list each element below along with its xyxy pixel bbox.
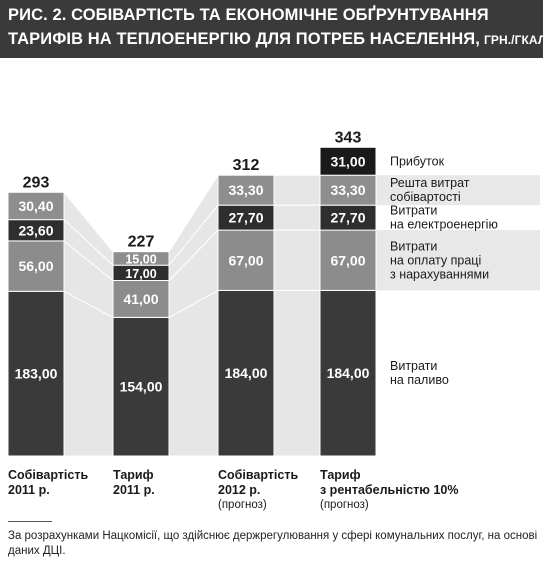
category-label: Собівартість 2012 р. (прогноз)	[218, 468, 298, 513]
category-label: Тариф 2011 р.	[113, 468, 155, 498]
legend-line: Прибуток	[390, 154, 445, 168]
category-label: Тариф з рентабельністю 10% (прогноз)	[320, 468, 458, 513]
legend-line: на електроенергію	[390, 218, 498, 232]
bar-segment-2-1	[217, 229, 275, 291]
value-label: 67,00	[228, 252, 263, 268]
connectors	[63, 173, 321, 457]
bar-segment-1-3	[112, 251, 170, 266]
legend-line: Витрати	[390, 239, 437, 253]
value-label: 33,30	[330, 182, 365, 198]
value-label: 15,00	[125, 252, 156, 266]
footnote-rule	[8, 521, 52, 522]
category-label-line2: 2011 р.	[113, 483, 155, 497]
bar-segment-2-0	[217, 289, 275, 457]
value-label: 23,60	[18, 222, 53, 238]
category-label: Собівартість 2011 р.	[8, 468, 88, 498]
total-label: 293	[23, 174, 50, 191]
category-label-line2: 2012 р.	[218, 483, 261, 497]
title-line-2-text: ТАРИФІВ НА ТЕПЛОЕНЕРГІЮ ДЛЯ ПОТРЕБ НАСЕЛ…	[8, 30, 480, 48]
legend-series-2: Витрати на електроенергію	[390, 204, 498, 232]
bar-segment-2-3	[217, 174, 275, 206]
legend-line: Витрати	[390, 204, 437, 218]
value-label: 184,00	[225, 365, 268, 381]
legend-line: Витрати	[390, 359, 437, 373]
title-line-2: ТАРИФІВ НА ТЕПЛОЕНЕРГІЮ ДЛЯ ПОТРЕБ НАСЕЛ…	[8, 30, 543, 49]
legend-line: на оплату праці	[390, 253, 481, 267]
category-label-line1: Тариф	[320, 468, 361, 482]
bar-segment-2-2	[217, 204, 275, 231]
bar-segment-0-3	[7, 191, 65, 221]
value-label: 31,00	[330, 153, 365, 169]
connector-0-0	[63, 290, 114, 457]
value-label: 67,00	[330, 252, 365, 268]
connector-2-1	[273, 229, 321, 291]
title-unit: ГРН./ГКАЛ	[483, 33, 543, 47]
category-label-line1: Собівартість	[218, 468, 299, 482]
value-label: 154,00	[120, 379, 163, 395]
bar-segment-0-1	[7, 240, 65, 292]
value-label: 30,40	[18, 198, 53, 214]
category-label-line2: з рентабельністю 10%	[320, 483, 459, 497]
legend-line: з нарахуваннями	[390, 267, 489, 281]
category-label-line1: Тариф	[113, 468, 154, 482]
value-label: 183,00	[15, 366, 58, 382]
value-label: 184,00	[327, 365, 370, 381]
total-label: 343	[335, 129, 362, 146]
connector-2-2	[273, 204, 321, 231]
value-label: 27,70	[330, 210, 365, 226]
title-line-1: РИС. 2. СОБІВАРТІСТЬ ТА ЕКОНОМІЧНЕ ОБҐРУ…	[8, 6, 489, 24]
legend-series-1: Витрати на оплату праці з нарахуваннями	[390, 239, 489, 281]
legend-profit: Прибуток	[390, 154, 445, 168]
total-label: 227	[128, 234, 155, 251]
bar-segment-3-2	[319, 204, 377, 231]
value-label: 27,70	[228, 210, 263, 226]
category-note: (прогноз)	[218, 499, 267, 511]
connector-2-3	[273, 174, 321, 206]
legend-line: на паливо	[390, 373, 449, 387]
category-note: (прогноз)	[320, 499, 369, 511]
category-label-line1: Собівартість	[8, 468, 89, 482]
legend-line: собівартості	[390, 190, 461, 204]
value-label: 33,30	[228, 182, 263, 198]
category-label-line2: 2011 р.	[8, 483, 50, 497]
bar-segment-3-4	[319, 146, 377, 176]
stacked-bar-chart: 183,00 56,00 23,60 30,40 154,00 41,00 17,0015,…	[7, 129, 540, 457]
value-label: 41,00	[123, 291, 158, 307]
figure-title: РИС. 2. СОБІВАРТІСТЬ ТА ЕКОНОМІЧНЕ ОБҐРУ…	[0, 0, 543, 58]
bar-segment-0-0	[7, 290, 65, 457]
connector-2-0	[273, 289, 321, 457]
bars	[7, 146, 377, 457]
total-labels: 293 227 312 343	[23, 129, 362, 250]
total-label: 312	[233, 157, 260, 174]
value-label: 17,00	[125, 267, 156, 281]
legend-series-0: Витрати на паливо	[390, 359, 449, 387]
bar-segment-3-3	[319, 174, 377, 206]
legend-series-3: Решта витрат собівартості	[390, 176, 470, 204]
connector-1-0	[168, 289, 219, 457]
legend-line: Решта витрат	[390, 176, 470, 190]
bar-segment-1-1	[112, 280, 170, 318]
bar-segment-1-0	[112, 316, 170, 457]
value-labels: 183,00 56,00 23,60 30,40 154,00 41,00 17,0015,…	[15, 153, 370, 394]
value-label: 56,00	[18, 258, 53, 274]
footnote: За розрахунками Нацкомісії, що здійснює …	[8, 530, 538, 557]
